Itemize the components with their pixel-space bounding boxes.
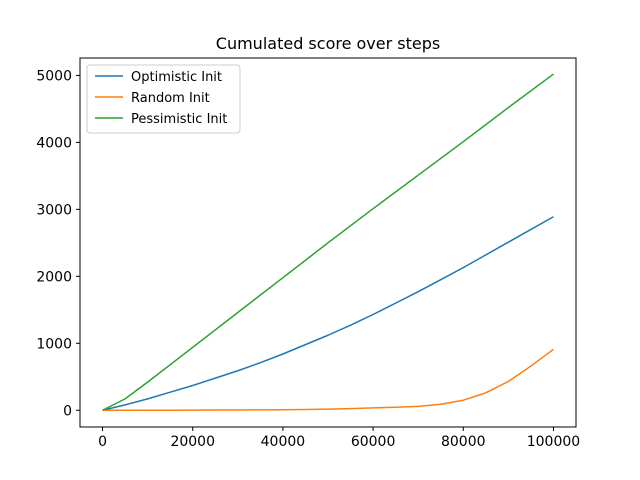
series-line-1 [102, 348, 554, 412]
series-line-0 [102, 216, 554, 411]
x-tick-label-3: 60000 [351, 434, 396, 450]
plot-frame [79, 57, 577, 428]
y-tick-label-1: 1000 [36, 336, 72, 352]
y-tick-label-5: 5000 [36, 68, 72, 84]
y-axis: 0 1000 2000 3000 4000 5000 [36, 68, 80, 419]
x-tick-label-0: 0 [98, 434, 107, 450]
x-tick-label-1: 20000 [170, 434, 215, 450]
y-tick-label-3: 3000 [36, 202, 72, 218]
x-tick-label-5: 100000 [527, 434, 580, 450]
series-line-2 [102, 73, 554, 411]
legend-label-1: Random Init [131, 91, 210, 106]
legend: Optimistic Init Random Init Pessimistic In… [86, 64, 241, 134]
x-tick-label-2: 40000 [261, 434, 306, 450]
y-tick-label-4: 4000 [36, 135, 72, 151]
x-axis: 0 20000 40000 60000 80000 100000 [98, 427, 580, 450]
legend-box [86, 64, 241, 134]
series-layer [102, 73, 554, 412]
legend-label-2: Pessimistic Init [131, 112, 227, 127]
legend-label-0: Optimistic Init [131, 70, 222, 85]
y-tick-label-0: 0 [63, 403, 72, 419]
chart-title: Cumulated score over steps [216, 34, 440, 53]
y-tick-label-2: 2000 [36, 269, 72, 285]
x-tick-label-4: 80000 [441, 434, 486, 450]
